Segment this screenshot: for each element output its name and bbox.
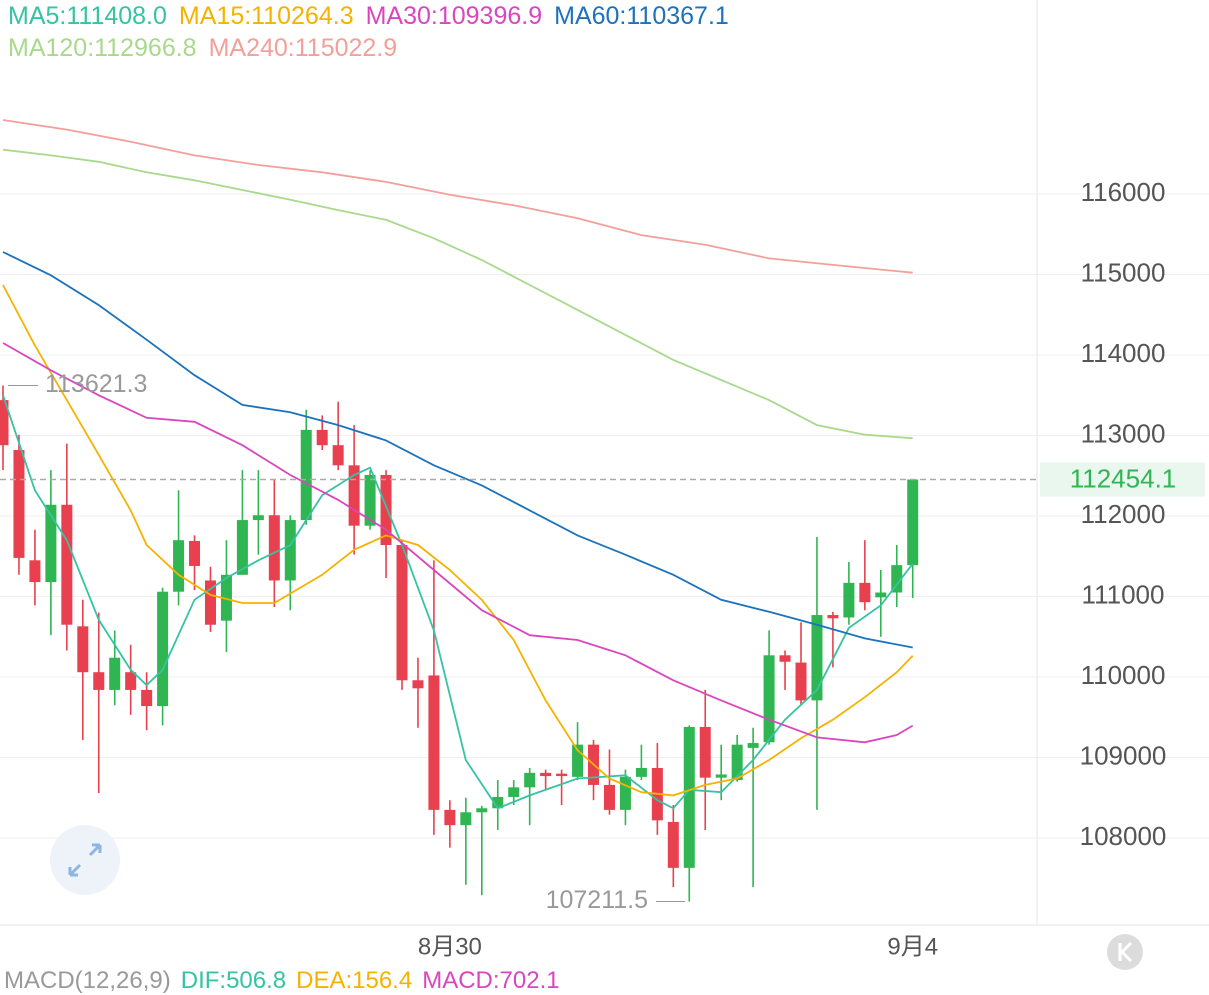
ma-line <box>2 395 914 810</box>
y-tick-label: 110000 <box>1081 660 1166 690</box>
candle-body <box>0 400 9 446</box>
candle-body <box>619 776 631 810</box>
candle-body <box>603 784 615 810</box>
min-label: 107211.5 <box>546 886 648 914</box>
candle-body <box>875 592 887 598</box>
candle-body <box>348 465 360 526</box>
candle-body <box>204 580 216 625</box>
candle-body <box>364 474 376 526</box>
candle-body <box>508 787 520 797</box>
candle-body <box>316 429 328 446</box>
candle-body <box>891 565 903 593</box>
candle-body <box>236 520 248 575</box>
candle-body <box>460 812 472 826</box>
candle-body <box>476 808 488 813</box>
legend-item: MA120:112966.8 <box>8 34 197 62</box>
candle-body <box>173 540 185 592</box>
y-tick-label: 111000 <box>1082 579 1165 609</box>
candle-body <box>157 591 169 707</box>
candle-body <box>747 743 759 748</box>
ma-line <box>2 251 913 649</box>
candle-body <box>556 773 568 777</box>
candle-body <box>396 545 408 681</box>
candle-body <box>125 672 137 690</box>
y-tick-label: 113000 <box>1081 418 1166 448</box>
expand-button[interactable] <box>50 825 120 895</box>
candle-body <box>811 615 823 701</box>
candle-body <box>412 680 424 689</box>
candle-body <box>300 429 312 521</box>
macd-item: DIF:506.8 <box>180 967 287 994</box>
candle-body <box>827 615 839 619</box>
ma-line <box>2 119 913 274</box>
candle-body <box>779 655 791 662</box>
y-tick-label: 114000 <box>1081 338 1166 368</box>
legend: MA5:111408.0 MA15:110264.3 MA30:109396.9 MA… <box>8 0 838 64</box>
legend-item: MA5:111408.0 <box>8 2 167 30</box>
ma-line <box>2 148 913 440</box>
candle-body <box>699 726 711 778</box>
candle-body <box>715 774 727 778</box>
y-tick-label: 116000 <box>1081 177 1166 207</box>
candle-body <box>524 772 536 788</box>
y-tick-label: 115000 <box>1081 257 1166 287</box>
candle-body <box>109 657 121 690</box>
candle-body <box>795 662 807 701</box>
candle-body <box>284 520 296 581</box>
legend-item: MA15:110264.3 <box>178 2 354 30</box>
x-tick-label: 8月30 <box>418 933 482 960</box>
x-tick-label: 9月4 <box>887 933 938 960</box>
ma-line <box>2 284 914 797</box>
candle-body <box>859 582 871 603</box>
candle-body <box>61 504 73 625</box>
candle-body <box>572 744 584 777</box>
candle-body <box>444 809 456 826</box>
candle-body <box>189 540 201 566</box>
candle-body <box>29 560 41 583</box>
candle-body <box>13 450 25 558</box>
price-label: 112454.1 <box>1070 463 1177 493</box>
candle-body <box>428 675 440 810</box>
legend-item: MA30:109396.9 <box>365 2 543 30</box>
candle-body <box>268 515 280 581</box>
candle-body <box>492 796 504 809</box>
candle-body <box>540 772 552 777</box>
expand-icon <box>68 843 102 877</box>
legend-item: MA60:110367.1 <box>554 2 729 30</box>
macd-item: MACD:702.1 <box>422 967 560 994</box>
macd-item: MACD(12,26,9) <box>4 967 171 994</box>
macd-legend: MACD(12,26,9) DIF:506.8 DEA:156.4 MACD:702.… <box>4 967 560 995</box>
kline-icon <box>1118 941 1133 963</box>
candle-body <box>683 726 695 868</box>
y-tick-label: 112000 <box>1081 499 1166 529</box>
candle-body <box>763 655 775 743</box>
y-tick-label: 109000 <box>1080 740 1167 770</box>
max-label: 113621.3 <box>45 370 147 398</box>
candle-body <box>45 504 57 583</box>
price-tag <box>1040 462 1205 497</box>
candle-body <box>93 672 105 690</box>
legend-item: MA240:115022.9 <box>208 34 398 62</box>
candle-body <box>907 479 919 566</box>
candle-body <box>380 474 392 546</box>
candle-body <box>141 689 153 707</box>
candle-body <box>667 821 679 868</box>
ma-line <box>2 342 914 744</box>
y-tick-label: 108000 <box>1080 821 1167 851</box>
candle-body <box>252 515 264 521</box>
candle-body <box>843 582 855 618</box>
kline-button[interactable] <box>1107 934 1143 970</box>
candle-body <box>635 768 647 777</box>
candle-body <box>332 445 344 466</box>
candle-body <box>731 744 743 781</box>
candle-body <box>77 626 89 673</box>
macd-item: DEA:156.4 <box>296 967 413 994</box>
candle-body <box>220 574 232 621</box>
